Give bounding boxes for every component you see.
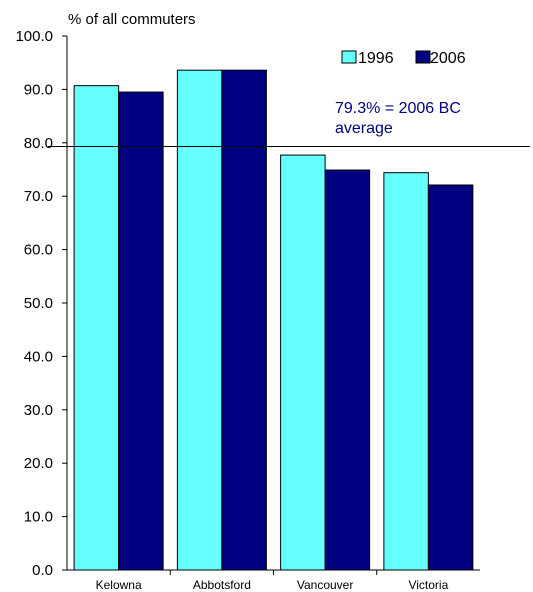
y-tick-label: 50.0 <box>24 295 53 312</box>
legend-label-2006: 2006 <box>430 50 466 67</box>
legend-swatch-2006 <box>415 50 431 64</box>
y-axis: 0.0 10.0 20.0 30.0 40.0 50.0 60.0 70.0 80.0 90.0 1… <box>15 28 68 579</box>
y-tick-label: 60.0 <box>24 242 53 259</box>
y-tick-label: 0.0 <box>32 562 53 579</box>
bar-victoria-2006 <box>427 184 474 571</box>
bar-victoria-1996 <box>383 172 429 571</box>
x-tick-label: Kelowna <box>96 578 142 592</box>
x-axis: Kelowna Abbotsford Vancouver Victoria <box>67 569 480 592</box>
legend-label-1996: 1996 <box>358 50 394 67</box>
y-tick-label: 90.0 <box>24 81 53 98</box>
x-tick-label: Victoria <box>408 578 448 592</box>
bar-kelowna-1996 <box>73 85 120 571</box>
y-tick-label: 20.0 <box>24 455 53 472</box>
x-tick-label: Vancouver <box>297 578 353 592</box>
y-tick-label: 10.0 <box>24 509 53 526</box>
y-tick-label: 70.0 <box>24 188 53 205</box>
y-tick-label: 40.0 <box>24 348 53 365</box>
y-tick-label: 30.0 <box>24 402 53 419</box>
legend-swatch-1996 <box>341 50 357 64</box>
legend: 1996 2006 <box>341 50 466 67</box>
y-tick-label: 80.0 <box>24 135 53 152</box>
bar-vancouver-2006 <box>324 169 371 571</box>
bar-abbotsford-1996 <box>176 69 223 571</box>
reference-line-label-continued: average <box>335 120 393 137</box>
x-tick-label: Abbotsford <box>193 578 251 592</box>
y-axis-title: % of all commuters <box>68 11 196 28</box>
bar-vancouver-1996 <box>280 154 326 571</box>
bar-kelowna-2006 <box>118 91 164 571</box>
bars <box>73 69 474 571</box>
y-tick-label: 100.0 <box>15 28 53 45</box>
bar-abbotsford-2006 <box>221 69 267 571</box>
reference-line-label: 79.3% = 2006 BC <box>335 100 461 117</box>
